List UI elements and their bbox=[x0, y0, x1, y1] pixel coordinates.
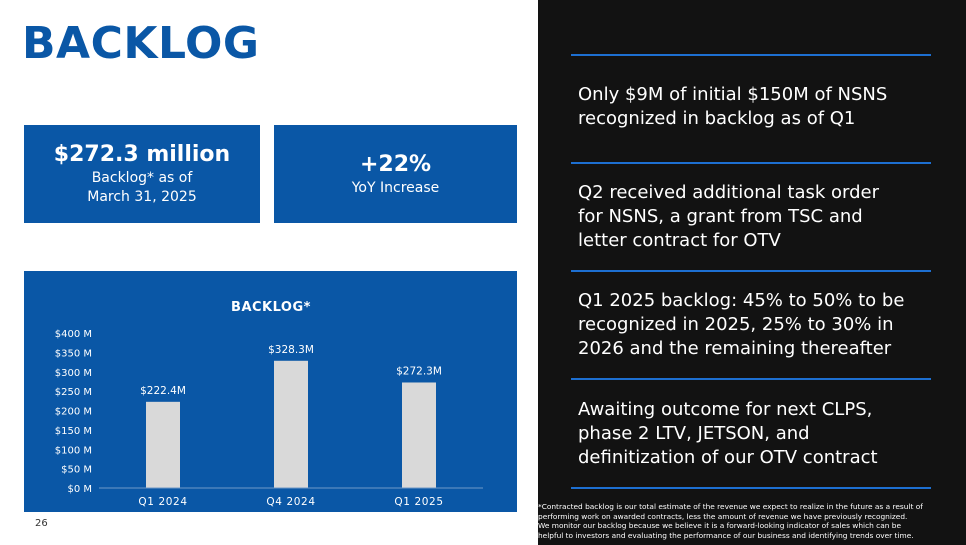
bullet-3: Q1 2025 backlog: 45% to 50% to be recogn… bbox=[578, 289, 928, 361]
bullet-2-line-1: Q2 received additional task order bbox=[578, 182, 879, 203]
y-tick-label: $0 M bbox=[67, 484, 92, 495]
bullet-1: Only $9M of initial $150M of NSNS recogn… bbox=[578, 83, 928, 131]
kpi-backlog-label-line2: March 31, 2025 bbox=[87, 189, 197, 205]
bar-value-label: $222.4M bbox=[140, 385, 186, 397]
bullet-2: Q2 received additional task order for NS… bbox=[578, 181, 928, 253]
bar bbox=[146, 401, 180, 488]
bullet-1-line-1: Only $9M of initial $150M of NSNS bbox=[578, 84, 888, 105]
kpi-yoy-label: YoY Increase bbox=[351, 179, 440, 196]
x-axis-labels-group: Q1 2024 Q4 2024 Q1 2025 bbox=[138, 496, 443, 508]
value-labels-group: $222.4M $328.3M $272.3M bbox=[140, 344, 442, 397]
bar bbox=[274, 360, 308, 488]
backlog-bar-chart: BACKLOG* $0 M $50 M $100 M $150 M $200 M $250… bbox=[55, 300, 483, 508]
bullet-4-line-1: Awaiting outcome for next CLPS, bbox=[578, 399, 873, 420]
divider-1 bbox=[571, 54, 931, 56]
bullet-1-line-2: recognized in backlog as of Q1 bbox=[578, 108, 856, 129]
footnote-line-3: We monitor our backlog because we believ… bbox=[538, 521, 902, 530]
y-tick-label: $100 M bbox=[55, 445, 92, 456]
y-tick-label: $50 M bbox=[61, 465, 92, 476]
bullet-3-line-3: 2026 and the remaining thereafter bbox=[578, 338, 892, 359]
footnote-line-4: helpful to investors and evaluating the … bbox=[538, 530, 914, 540]
backlog-chart-panel: BACKLOG* $0 M $50 M $100 M $150 M $200 M $250… bbox=[24, 271, 517, 512]
y-tick-label: $200 M bbox=[55, 407, 92, 418]
divider-5 bbox=[571, 487, 931, 489]
y-tick-label: $250 M bbox=[55, 387, 92, 398]
divider-4 bbox=[571, 378, 931, 380]
slide-title: BACKLOG bbox=[22, 18, 260, 69]
right-dark-panel bbox=[538, 0, 966, 545]
footnote-line-2: performing work on awarded contracts, le… bbox=[538, 511, 908, 521]
kpi-backlog-card: $272.3 million Backlog* as of March 31, … bbox=[24, 125, 260, 223]
bullet-4: Awaiting outcome for next CLPS, phase 2 … bbox=[578, 398, 928, 470]
kpi-backlog-value: $272.3 million bbox=[53, 142, 231, 167]
bar bbox=[402, 382, 436, 488]
kpi-yoy-card: +22% YoY Increase bbox=[274, 125, 517, 223]
bullet-3-line-2: recognized in 2025, 25% to 30% in bbox=[578, 314, 894, 335]
bars-group bbox=[146, 360, 436, 488]
bar-value-label: $328.3M bbox=[268, 344, 314, 356]
divider-3 bbox=[571, 270, 931, 272]
bullet-3-line-1: Q1 2025 backlog: 45% to 50% to be bbox=[578, 290, 905, 311]
x-tick-label: Q4 2024 bbox=[266, 496, 315, 508]
y-tick-label: $150 M bbox=[55, 426, 92, 437]
divider-2 bbox=[571, 162, 931, 164]
chart-title: BACKLOG* bbox=[231, 300, 311, 315]
x-tick-label: Q1 2024 bbox=[138, 496, 187, 508]
y-tick-label: $300 M bbox=[55, 368, 92, 379]
x-tick-label: Q1 2025 bbox=[394, 496, 443, 508]
kpi-backlog-label-line1: Backlog* as of bbox=[91, 170, 193, 186]
footnote-line-1: *Contracted backlog is our total estimat… bbox=[538, 502, 923, 511]
bullet-4-line-2: phase 2 LTV, JETSON, and bbox=[578, 423, 810, 444]
footnote: *Contracted backlog is our total estimat… bbox=[538, 502, 966, 540]
bullet-2-line-2: for NSNS, a grant from TSC and bbox=[578, 206, 863, 227]
y-axis-ticks: $0 M $50 M $100 M $150 M $200 M $250 M $300 M $… bbox=[55, 329, 92, 495]
y-tick-label: $350 M bbox=[55, 348, 92, 359]
y-tick-label: $400 M bbox=[55, 329, 92, 340]
bullet-4-line-3: definitization of our OTV contract bbox=[578, 447, 878, 468]
bar-value-label: $272.3M bbox=[396, 365, 442, 377]
page-number: 26 bbox=[35, 518, 48, 529]
kpi-yoy-value: +22% bbox=[359, 151, 432, 177]
bullet-2-line-3: letter contract for OTV bbox=[578, 230, 781, 251]
